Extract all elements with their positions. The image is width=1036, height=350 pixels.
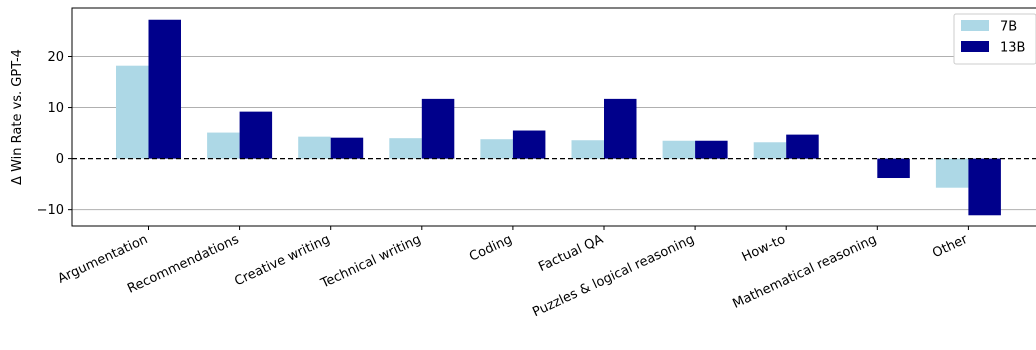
legend-label: 13B: [1000, 41, 1025, 56]
bar-7b: [298, 136, 331, 159]
x-tick-label: Coding: [467, 232, 514, 265]
x-tick-label: Puzzles & logical reasoning: [530, 232, 696, 320]
y-tick-label: −10: [37, 203, 64, 218]
grid-lines: [72, 56, 1036, 211]
bar-13b: [968, 158, 1001, 216]
bar-13b: [148, 19, 181, 159]
bar-7b: [935, 158, 969, 188]
bar-13b: [421, 98, 455, 159]
x-tick-label: Creative writing: [232, 232, 332, 289]
y-tick-label: 20: [47, 50, 64, 65]
x-tick-label: Factual QA: [536, 232, 605, 275]
y-tick-label: 10: [47, 101, 64, 116]
bar-7b: [662, 140, 696, 159]
bar-7b: [753, 142, 787, 159]
bar-7b: [207, 132, 240, 159]
legend-label: 7B: [1000, 20, 1017, 35]
y-tick-label: 0: [56, 152, 64, 167]
bar-13b: [330, 137, 364, 159]
legend-swatch: [961, 20, 989, 31]
bar-7b: [389, 138, 422, 159]
x-tick-label: Other: [930, 232, 970, 261]
bar-13b: [512, 130, 546, 159]
bar-7b: [116, 65, 149, 159]
x-tick-label: Technical writing: [318, 232, 424, 292]
bar-7b: [571, 140, 604, 159]
bar-13b: [786, 134, 819, 159]
bars: [116, 19, 1001, 216]
y-axis-ticks: −10 0 10 20: [37, 50, 72, 218]
bar-13b: [239, 111, 273, 159]
x-tick-label: Mathematical reasoning: [731, 232, 879, 312]
bar-13b: [604, 98, 637, 159]
legend-swatch: [961, 41, 989, 52]
bar-13b: [877, 158, 910, 179]
y-axis-label: Δ Win Rate vs. GPT-4: [10, 49, 25, 185]
bar-13b: [695, 140, 728, 159]
plot-frame: [71, 7, 1036, 227]
bar-7b: [480, 139, 513, 159]
x-tick-label: How-to: [740, 232, 788, 265]
